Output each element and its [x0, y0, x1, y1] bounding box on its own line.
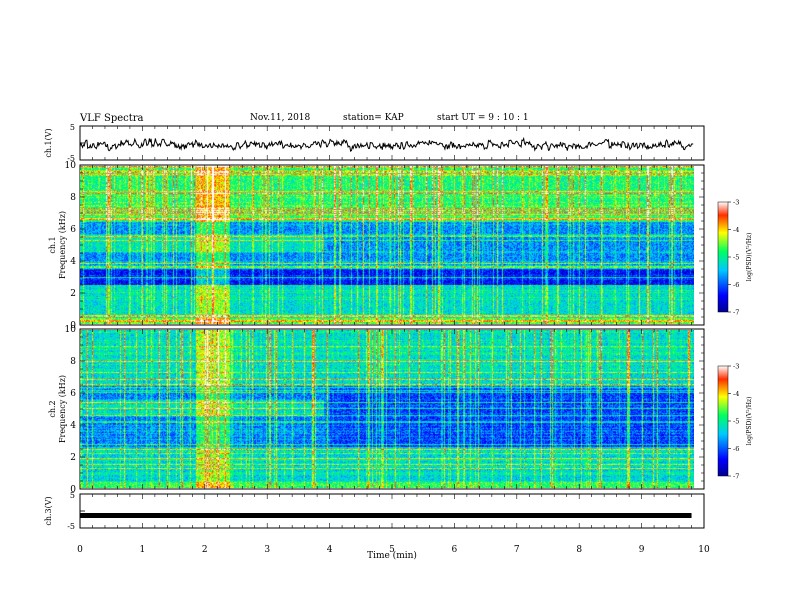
- colorbar-tick-label: -3: [733, 199, 739, 207]
- x-tick-label: 6: [452, 545, 458, 555]
- x-tick-label: 3: [264, 545, 270, 555]
- colorbar-label: log(PSD)(V²/Hz): [746, 397, 753, 446]
- y-tick-label: 4: [70, 421, 76, 431]
- y-axis-label: ch.1(V): [44, 128, 53, 157]
- x-tick-label: 0: [77, 545, 83, 555]
- x-tick-label: 1: [140, 545, 146, 555]
- y-tick-label: 10: [65, 325, 77, 335]
- y-tick-label: 5: [70, 491, 75, 500]
- y-axis-label: ch.3(V): [44, 496, 53, 525]
- colorbar-label: log(PSD)(V²/Hz): [746, 233, 753, 282]
- y-tick-label: 6: [70, 389, 76, 399]
- svg-text:ch.1: ch.1: [48, 236, 57, 253]
- y-axis-label: ch.1 Frequency (kHz): [48, 211, 67, 279]
- ch3-flat-line: [80, 513, 692, 518]
- ch1-colorbar: -3 -4 -5 -6 -7 log(PSD)(V²/Hz): [717, 199, 753, 317]
- x-tick-label: 4: [327, 545, 333, 555]
- x-tick-label: 9: [639, 545, 645, 555]
- y-tick-label: -5: [67, 154, 75, 163]
- y-tick-label: 6: [70, 225, 76, 235]
- ch1-spectrogram-canvas: [80, 166, 694, 324]
- y-axis-label: ch.2 Frequency (kHz): [48, 375, 67, 443]
- svg-text:Frequency (kHz): Frequency (kHz): [58, 211, 67, 279]
- y-tick-label: 0: [70, 485, 76, 495]
- y-tick-label: 10: [65, 161, 77, 171]
- x-axis-label: Time (min): [367, 550, 417, 561]
- ch1-waveform-series: [79, 136, 694, 152]
- colorbar-tick-label: -4: [733, 226, 739, 234]
- svg-text:Frequency (kHz): Frequency (kHz): [58, 375, 67, 443]
- x-tick-label: 2: [202, 545, 208, 555]
- x-tick-label: 7: [514, 545, 520, 555]
- y-tick-label: 4: [70, 257, 76, 267]
- colorbar-tick-label: -6: [733, 281, 739, 289]
- y-tick-label: 2: [70, 289, 76, 299]
- y-tick-label: 0: [70, 321, 76, 331]
- chart-title: VLF Spectra: [80, 113, 144, 124]
- y-tick-label: 8: [70, 357, 76, 367]
- ch1-waveform-panel: [79, 125, 705, 161]
- x-tick-label: 10: [698, 545, 710, 555]
- ch2-spectrogram-panel: [79, 328, 705, 490]
- x-tick-label: 5: [389, 545, 395, 555]
- colorbar-tick-label: -5: [733, 418, 739, 426]
- ch3-waveform-panel: [79, 493, 705, 529]
- date-label: Nov.11, 2018: [250, 113, 311, 123]
- colorbar-tick-label: -4: [733, 390, 739, 398]
- ch2-colorbar: -3 -4 -5 -6 -7 log(PSD)(V²/Hz): [717, 363, 753, 481]
- x-tick-label: 8: [576, 545, 582, 555]
- colorbar-tick-label: -6: [733, 445, 739, 453]
- colorbar-tick-label: -7: [733, 473, 739, 481]
- start-time-label: start UT = 9 : 10 : 1: [437, 113, 529, 123]
- ch2-spectrogram-canvas: [80, 330, 694, 488]
- y-tick-label: 5: [70, 123, 75, 132]
- colorbar-tick-label: -5: [733, 254, 739, 262]
- svg-text:ch.2: ch.2: [48, 400, 57, 417]
- y-tick-label: 2: [70, 453, 76, 463]
- colorbar-tick-label: -3: [733, 363, 739, 371]
- station-label: station= KAP: [343, 113, 404, 123]
- ch1-spectrogram-panel: [79, 164, 705, 326]
- colorbar-tick-label: -7: [733, 309, 739, 317]
- y-tick-label: -5: [67, 522, 75, 531]
- y-tick-label: 8: [70, 193, 76, 203]
